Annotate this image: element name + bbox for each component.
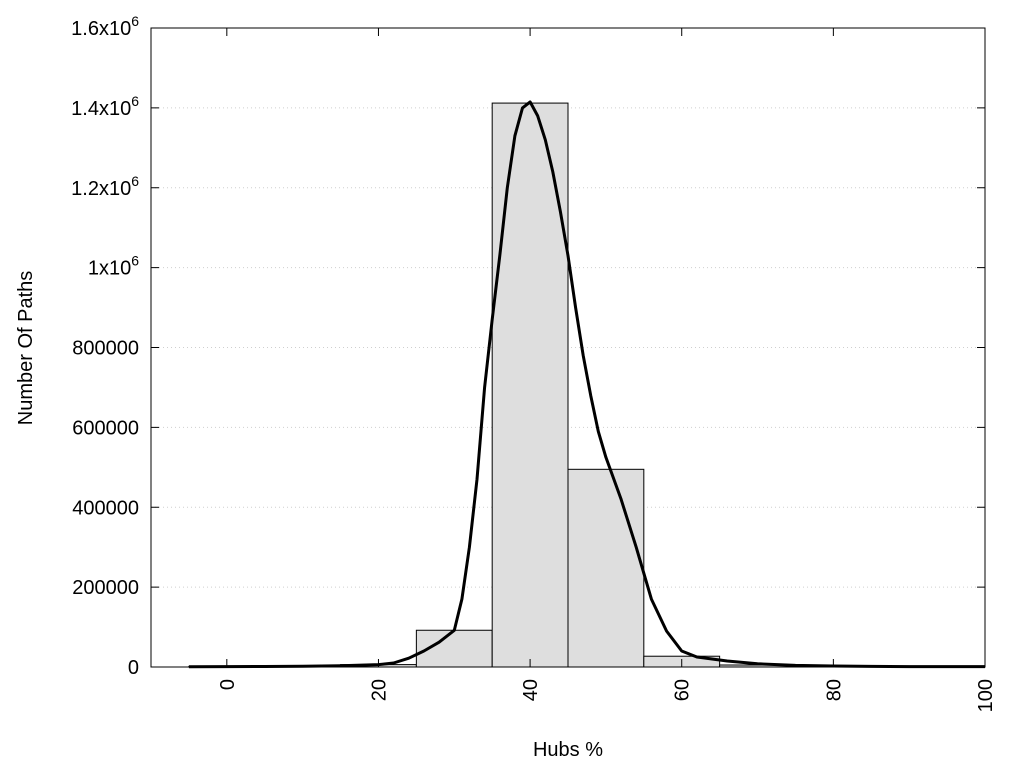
y-tick-label: 800000	[72, 338, 139, 360]
y-tick-label: 200000	[72, 577, 139, 599]
x-tick-label: 40	[520, 679, 542, 701]
y-tick-label: 1.4x106	[71, 93, 139, 120]
y-axis-title: Number Of Paths	[15, 271, 37, 426]
x-tick-label: 20	[368, 679, 390, 701]
axis-ticks: 0 200000 400000 600000 800000 1x106 1.2x106 1.4…	[71, 13, 997, 712]
y-tick-label: 1x106	[88, 253, 139, 280]
histogram-bar	[567, 468, 645, 668]
y-tick-label: 1.2x106	[71, 173, 139, 200]
x-tick-label: 80	[823, 679, 845, 701]
y-tick-label: 400000	[72, 497, 139, 519]
x-tick-label: 60	[672, 679, 694, 701]
fit-curve	[188, 100, 985, 669]
y-tick-label: 600000	[72, 417, 139, 439]
y-tick-label: 0	[128, 657, 139, 679]
histogram-bars	[188, 102, 986, 668]
x-tick-label: 100	[975, 679, 997, 712]
x-axis-title: Hubs %	[533, 739, 603, 761]
x-tick-label: 0	[217, 679, 239, 690]
y-tick-label: 1.6x106	[71, 13, 139, 40]
